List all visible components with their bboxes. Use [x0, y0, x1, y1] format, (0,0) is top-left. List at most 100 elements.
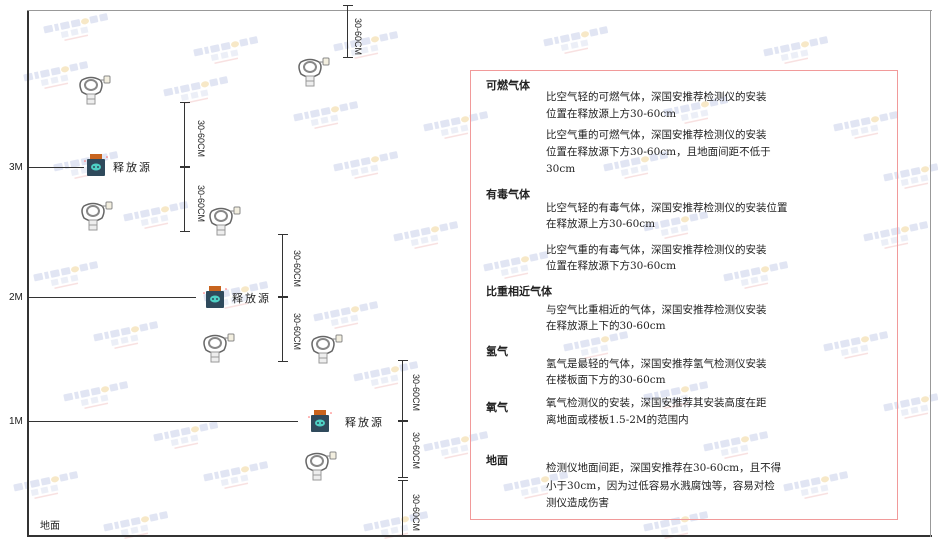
section-text: 比空气轻的可燃气体，深国安推荐检测仪的安装 [546, 91, 767, 103]
watermark-logo [420, 110, 490, 140]
watermark-logo [60, 380, 130, 410]
release-source-label: 释放源 [232, 292, 271, 305]
watermark-logo [30, 260, 100, 290]
watermark-logo [330, 30, 400, 60]
watermark-logo [780, 470, 850, 500]
watermark-logo [880, 160, 938, 190]
watermark-logo [560, 330, 630, 360]
release-source-label: 释放源 [113, 161, 152, 174]
floor-line [27, 535, 932, 537]
gas-detector-icon [80, 200, 114, 232]
gas-detector-icon [297, 56, 331, 88]
watermark-logo [330, 150, 400, 180]
level-2m: 2M [9, 292, 23, 303]
watermark-logo [350, 360, 420, 390]
level-1m: 1M [9, 416, 23, 427]
dimension-marker [278, 234, 288, 297]
watermark-logo [860, 220, 930, 250]
dimension-marker [398, 480, 408, 536]
section-text: 在释放源上下的30-60cm [546, 320, 666, 332]
watermark-logo [640, 210, 710, 240]
section-heading: 有毒气体 [486, 188, 530, 201]
ceiling-line [27, 10, 932, 11]
watermark-logo [10, 470, 80, 500]
dimension-marker [180, 167, 190, 232]
release-source-label: 释放源 [345, 416, 384, 429]
watermark-logo [390, 220, 460, 250]
watermark-logo [600, 150, 670, 180]
section-text: 测仪造成伤害 [546, 497, 609, 509]
watermark-logo [640, 380, 710, 410]
watermark-logo [310, 300, 380, 330]
watermark-logo [200, 460, 270, 490]
dimension-label: 30-60CM [353, 18, 363, 56]
watermark-logo [760, 35, 830, 65]
watermark-logo [880, 390, 938, 420]
watermark-logo [830, 110, 900, 140]
dimension-label: 30-60CM [411, 494, 421, 532]
watermark-logo [480, 250, 550, 280]
release-source-icon [308, 409, 332, 433]
section-heading: 比重相近气体 [486, 285, 552, 298]
watermark-logo [420, 430, 490, 460]
watermark-logo [820, 330, 890, 360]
dimension-label: 30-60CM [292, 250, 302, 288]
section-text: 在楼板面下方的30-60cm [546, 374, 666, 386]
installation-guide-panel: 可燃气体比空气轻的可燃气体，深国安推荐检测仪的安装 位置在释放源上方30-60cm… [470, 70, 898, 520]
watermark-logo [700, 430, 770, 460]
dimension-label: 30-60CM [411, 374, 421, 412]
watermark-logo [540, 25, 610, 55]
watermark-logo [120, 200, 190, 230]
dimension-marker [180, 102, 190, 167]
watermark-logo [500, 470, 570, 500]
watermark-logo [160, 75, 230, 105]
level-1m-line [28, 421, 298, 422]
gas-detector-icon [310, 333, 344, 365]
section-text: 氧气检测仪的安装，深国安推荐其安装高度在距 [546, 397, 767, 409]
section-text: 位置在释放源上方30-60cm [546, 108, 677, 120]
watermark-logo [190, 35, 260, 65]
watermark-logo [660, 95, 730, 125]
dimension-label: 30-60CM [292, 313, 302, 351]
level-3m-line [28, 167, 84, 168]
watermark-logo [360, 510, 430, 540]
wall-line [27, 10, 29, 537]
watermark-logo [20, 60, 90, 90]
gas-detector-icon [202, 332, 236, 364]
section-heading: 氢气 [486, 345, 508, 358]
dimension-label: 30-60CM [411, 432, 421, 470]
dimension-marker [398, 421, 408, 478]
section-text: 30cm [546, 163, 576, 175]
dimension-label: 30-60CM [196, 185, 206, 223]
section-text: 位置在释放源下方30-60cm，且地面间距不低于 [546, 146, 771, 158]
watermark-logo [150, 420, 220, 450]
level-2m-line [28, 297, 196, 298]
section-text: 离地面或楼板1.5-2M的范围内 [546, 414, 689, 426]
dimension-marker [343, 5, 353, 58]
section-text: 与空气比重相近的气体，深国安推荐检测仪安装 [546, 304, 767, 316]
watermark-logo [290, 100, 360, 130]
section-heading: 地面 [486, 454, 508, 467]
section-text: 氢气是最轻的气体，深国安推荐氢气检测仪安装 [546, 358, 767, 370]
right-edge [930, 10, 931, 537]
dimension-marker [278, 297, 288, 362]
watermark-logo [40, 12, 110, 42]
ground-label: 地面 [40, 521, 60, 532]
section-heading: 可燃气体 [486, 79, 530, 92]
section-text: 小于30cm，因为过低容易水溅腐蚀等，容易对检 [546, 480, 775, 492]
gas-detector-icon [304, 450, 338, 482]
watermark-logo [90, 320, 160, 350]
section-text: 在释放源上方30-60cm [546, 218, 656, 230]
section-heading: 氧气 [486, 401, 508, 414]
level-3m: 3M [9, 162, 23, 173]
section-text: 比空气轻的有毒气体，深国安推荐检测仪的安装位置 [546, 202, 788, 214]
release-source-icon [203, 285, 227, 309]
watermark-logo [720, 260, 790, 290]
section-text: 比空气重的有毒气体，深国安推荐检测仪的安装 [546, 244, 767, 256]
dimension-label: 30-60CM [196, 120, 206, 158]
dimension-marker [398, 360, 408, 421]
section-text: 位置在释放源下方30-60cm [546, 260, 677, 272]
gas-detector-icon [78, 74, 112, 106]
release-source-icon [84, 153, 108, 177]
section-text: 比空气重的可燃气体，深国安推荐检测仪的安装 [546, 129, 767, 141]
